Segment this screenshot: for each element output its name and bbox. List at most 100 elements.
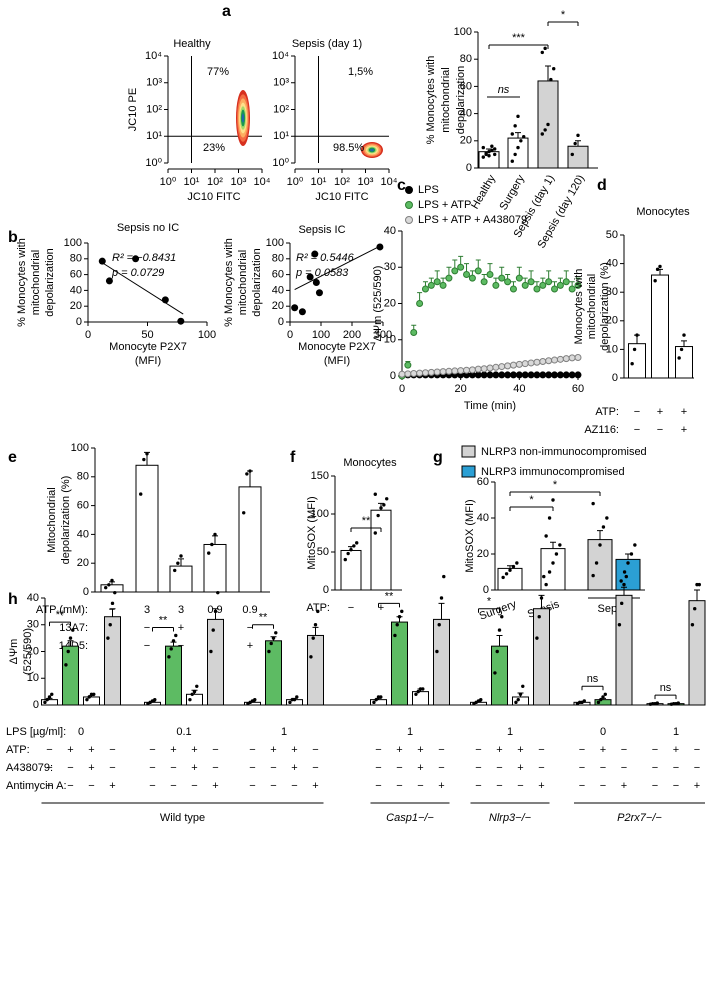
data-point xyxy=(71,628,75,632)
genotype-label: Nlrp3−/− xyxy=(489,812,532,824)
x-tick-label: 10⁴ xyxy=(254,176,271,188)
condition-value: + xyxy=(600,744,606,756)
bar xyxy=(651,274,669,379)
legend-label: NLRP3 non-immunocompromised xyxy=(481,446,647,458)
condition-value: − xyxy=(634,424,640,436)
data-point xyxy=(539,371,547,379)
x-tick-label: 10⁴ xyxy=(381,176,398,188)
data-point xyxy=(132,255,140,263)
condition-value: − xyxy=(600,780,606,792)
data-point xyxy=(271,636,276,640)
condition-value: − xyxy=(621,762,627,774)
data-point xyxy=(385,497,389,501)
data-point xyxy=(591,573,595,578)
condition-value: + xyxy=(291,744,297,756)
y-axis-label: mitochondrial xyxy=(237,250,249,315)
condition-value: − xyxy=(247,622,253,634)
data-point xyxy=(514,700,518,705)
data-point xyxy=(457,367,465,375)
significance-label: ** xyxy=(159,614,168,626)
condition-value: − xyxy=(579,780,585,792)
stat-annotation: R² = 0.5446 xyxy=(296,252,355,264)
data-point xyxy=(542,574,546,579)
x-tick-label: 40 xyxy=(513,383,525,395)
y-axis-label: MitoSOX (MFI) xyxy=(464,499,476,572)
condition-label: ATP: xyxy=(6,744,30,756)
condition-value: − xyxy=(600,762,606,774)
condition-value: − xyxy=(538,762,544,774)
condition-value: + xyxy=(417,744,423,756)
condition-value: − xyxy=(652,780,658,792)
y-axis-label: depolarization xyxy=(251,248,263,317)
condition-value: 3 xyxy=(144,604,150,616)
condition-value: + xyxy=(417,762,423,774)
data-point xyxy=(64,663,68,667)
bar xyxy=(615,594,633,706)
y-tick-label: 20 xyxy=(272,300,284,312)
y-tick-label: 80 xyxy=(272,253,284,265)
y-tick-label: 10² xyxy=(146,103,162,115)
data-point xyxy=(682,333,686,337)
data-point xyxy=(544,534,548,538)
y-axis-label: mitochondrial xyxy=(30,250,42,315)
stat-annotation: p = 0.0583 xyxy=(295,267,349,279)
y-tick-label: 60 xyxy=(460,80,472,92)
bar xyxy=(587,539,613,591)
data-point xyxy=(490,148,494,153)
data-point xyxy=(509,285,517,293)
y-tick-label: 0 xyxy=(76,316,82,328)
data-point xyxy=(601,695,605,699)
x-tick-label: 10² xyxy=(207,176,223,188)
data-point xyxy=(546,122,550,127)
data-point xyxy=(379,695,383,699)
data-point xyxy=(574,281,582,289)
condition-value: + xyxy=(67,744,73,756)
y-tick-label: 20 xyxy=(77,557,89,569)
data-point xyxy=(630,362,634,366)
condition-value: + xyxy=(657,406,663,418)
data-point xyxy=(397,615,402,619)
x-tick-label: 0 xyxy=(399,383,405,395)
quadrant-label: 23% xyxy=(203,142,225,154)
y-tick-label: 40 xyxy=(477,512,489,524)
data-point xyxy=(568,285,576,293)
data-point xyxy=(177,317,185,325)
data-point xyxy=(110,601,115,606)
cell-density xyxy=(241,113,245,123)
data-point xyxy=(620,601,624,606)
condition-value: − xyxy=(694,762,700,774)
data-point xyxy=(161,296,169,304)
y-tick-label: 0 xyxy=(83,586,89,598)
data-point xyxy=(551,371,559,379)
y-tick-label: 100 xyxy=(311,508,329,520)
data-point xyxy=(513,124,517,128)
condition-value: − xyxy=(149,780,155,792)
y-tick-label: 10¹ xyxy=(273,130,289,142)
data-point xyxy=(421,285,429,293)
condition-value: + xyxy=(694,780,700,792)
chart-title: Monocytes xyxy=(636,206,690,218)
y-tick-label: 40 xyxy=(77,528,89,540)
legend-label: LPS xyxy=(418,184,439,196)
data-point xyxy=(188,697,192,702)
y-tick-label: 150 xyxy=(311,470,329,482)
condition-value: − xyxy=(673,780,679,792)
condition-value: − xyxy=(88,780,94,792)
data-point xyxy=(480,365,488,373)
y-tick-label: 30 xyxy=(384,261,396,273)
data-point xyxy=(690,623,695,627)
data-point xyxy=(519,139,523,143)
condition-value: − xyxy=(673,762,679,774)
x-axis-label: Monocyte P2X7 xyxy=(109,341,187,353)
error-bar xyxy=(681,340,687,347)
panel-letter: c xyxy=(397,177,406,194)
x-tick-label: Surgery xyxy=(478,598,519,623)
data-point xyxy=(474,365,482,373)
data-point xyxy=(421,369,429,377)
x-tick-label: 100 xyxy=(312,329,330,341)
condition-label: AZ116: xyxy=(584,424,619,436)
data-point xyxy=(533,285,541,293)
data-point xyxy=(481,155,485,159)
condition-value: + xyxy=(681,424,687,436)
data-point xyxy=(521,684,525,688)
